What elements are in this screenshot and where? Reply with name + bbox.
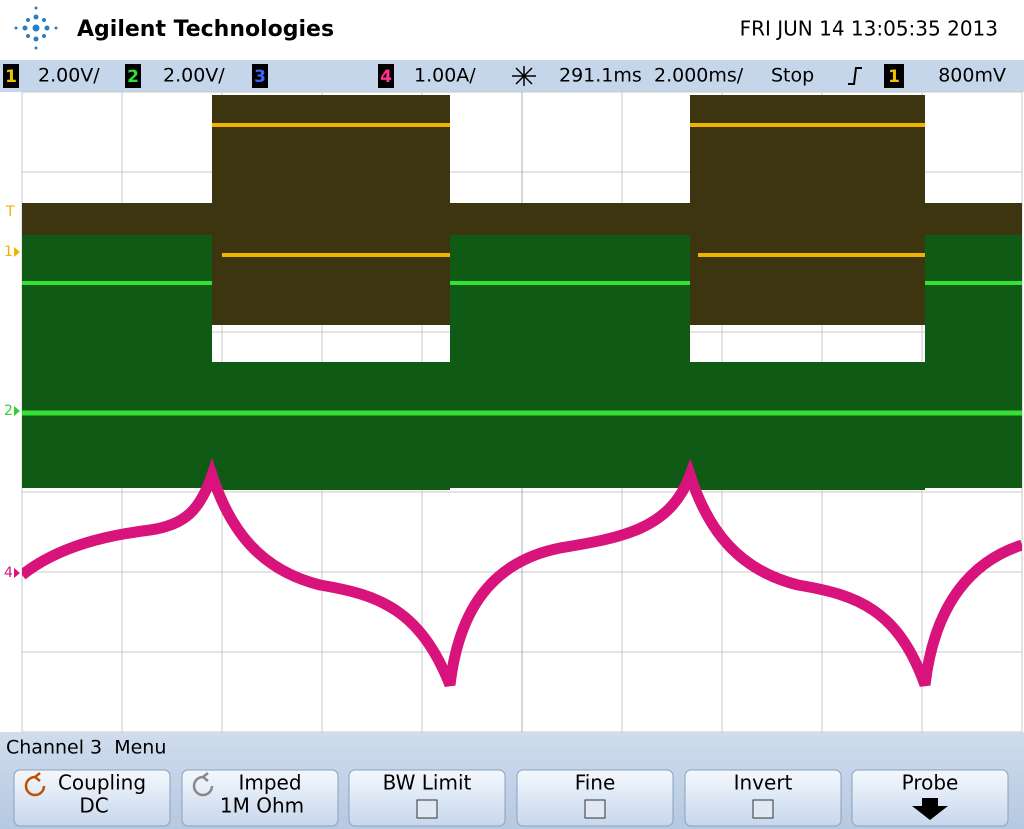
softkey-label: Coupling (58, 771, 146, 795)
softkey-label: Imped (238, 771, 301, 795)
ch4-scale: 1.00A/ (414, 65, 476, 87)
ch3-label: 3 (254, 67, 266, 87)
ch2-scale: 2.00V/ (163, 65, 225, 87)
checkbox (416, 799, 438, 819)
delay: 291.1ms (559, 65, 642, 87)
rotate-icon (192, 772, 214, 797)
softkey-label: Probe (902, 771, 959, 795)
trigger-source: 1 (888, 67, 900, 87)
ch2-label: 2 (127, 67, 139, 87)
ch1-trace (22, 95, 1022, 325)
softkey[interactable] (684, 769, 842, 827)
ch2-arrow (14, 406, 20, 416)
ch1-badge (3, 64, 19, 88)
ch4-trace (22, 457, 1022, 688)
ch4-badge (378, 64, 394, 88)
ch2-trace (22, 232, 1022, 490)
checkbox (752, 799, 774, 819)
brand: Agilent Technologies (77, 17, 334, 42)
ch3-badge (252, 64, 268, 88)
trigger-level: 800mV (938, 65, 1006, 87)
ch4-arrow (14, 568, 20, 578)
ch1-arrow (14, 247, 20, 257)
checkbox (584, 799, 606, 819)
ch1-label: 1 (5, 67, 17, 87)
waveforms (22, 95, 1022, 688)
softkey[interactable] (516, 769, 674, 827)
ch2-badge (125, 64, 141, 88)
timebase: 2.000ms/ (654, 65, 744, 87)
logo (14, 6, 58, 50)
trigger-marker: T (5, 204, 15, 220)
trigger-source-badge (884, 64, 904, 88)
arrow-icon (912, 798, 948, 820)
softkey[interactable] (348, 769, 506, 827)
ch4-marker: 4 (4, 565, 13, 581)
softkey-value: 1M Ohm (220, 794, 304, 818)
ch1-marker: 1 (4, 244, 13, 260)
datetime: FRI JUN 14 13:05:35 2013 (740, 17, 998, 41)
menu-title: Channel 3 Menu (6, 737, 166, 759)
softkey-label: Fine (575, 771, 616, 795)
softkey[interactable] (181, 769, 339, 827)
ch1-scale: 2.00V/ (38, 65, 100, 87)
run-state: Stop (771, 65, 814, 87)
delay-icon (512, 66, 536, 86)
ch4-label: 4 (380, 67, 392, 87)
softkey[interactable] (13, 769, 171, 827)
ch2-marker: 2 (4, 403, 13, 419)
rotate-icon (24, 772, 46, 797)
softkey-value: DC (79, 794, 108, 818)
trigger-edge-icon (848, 67, 862, 85)
softkey-label: BW Limit (383, 771, 472, 795)
softkey-label: Invert (734, 771, 793, 795)
